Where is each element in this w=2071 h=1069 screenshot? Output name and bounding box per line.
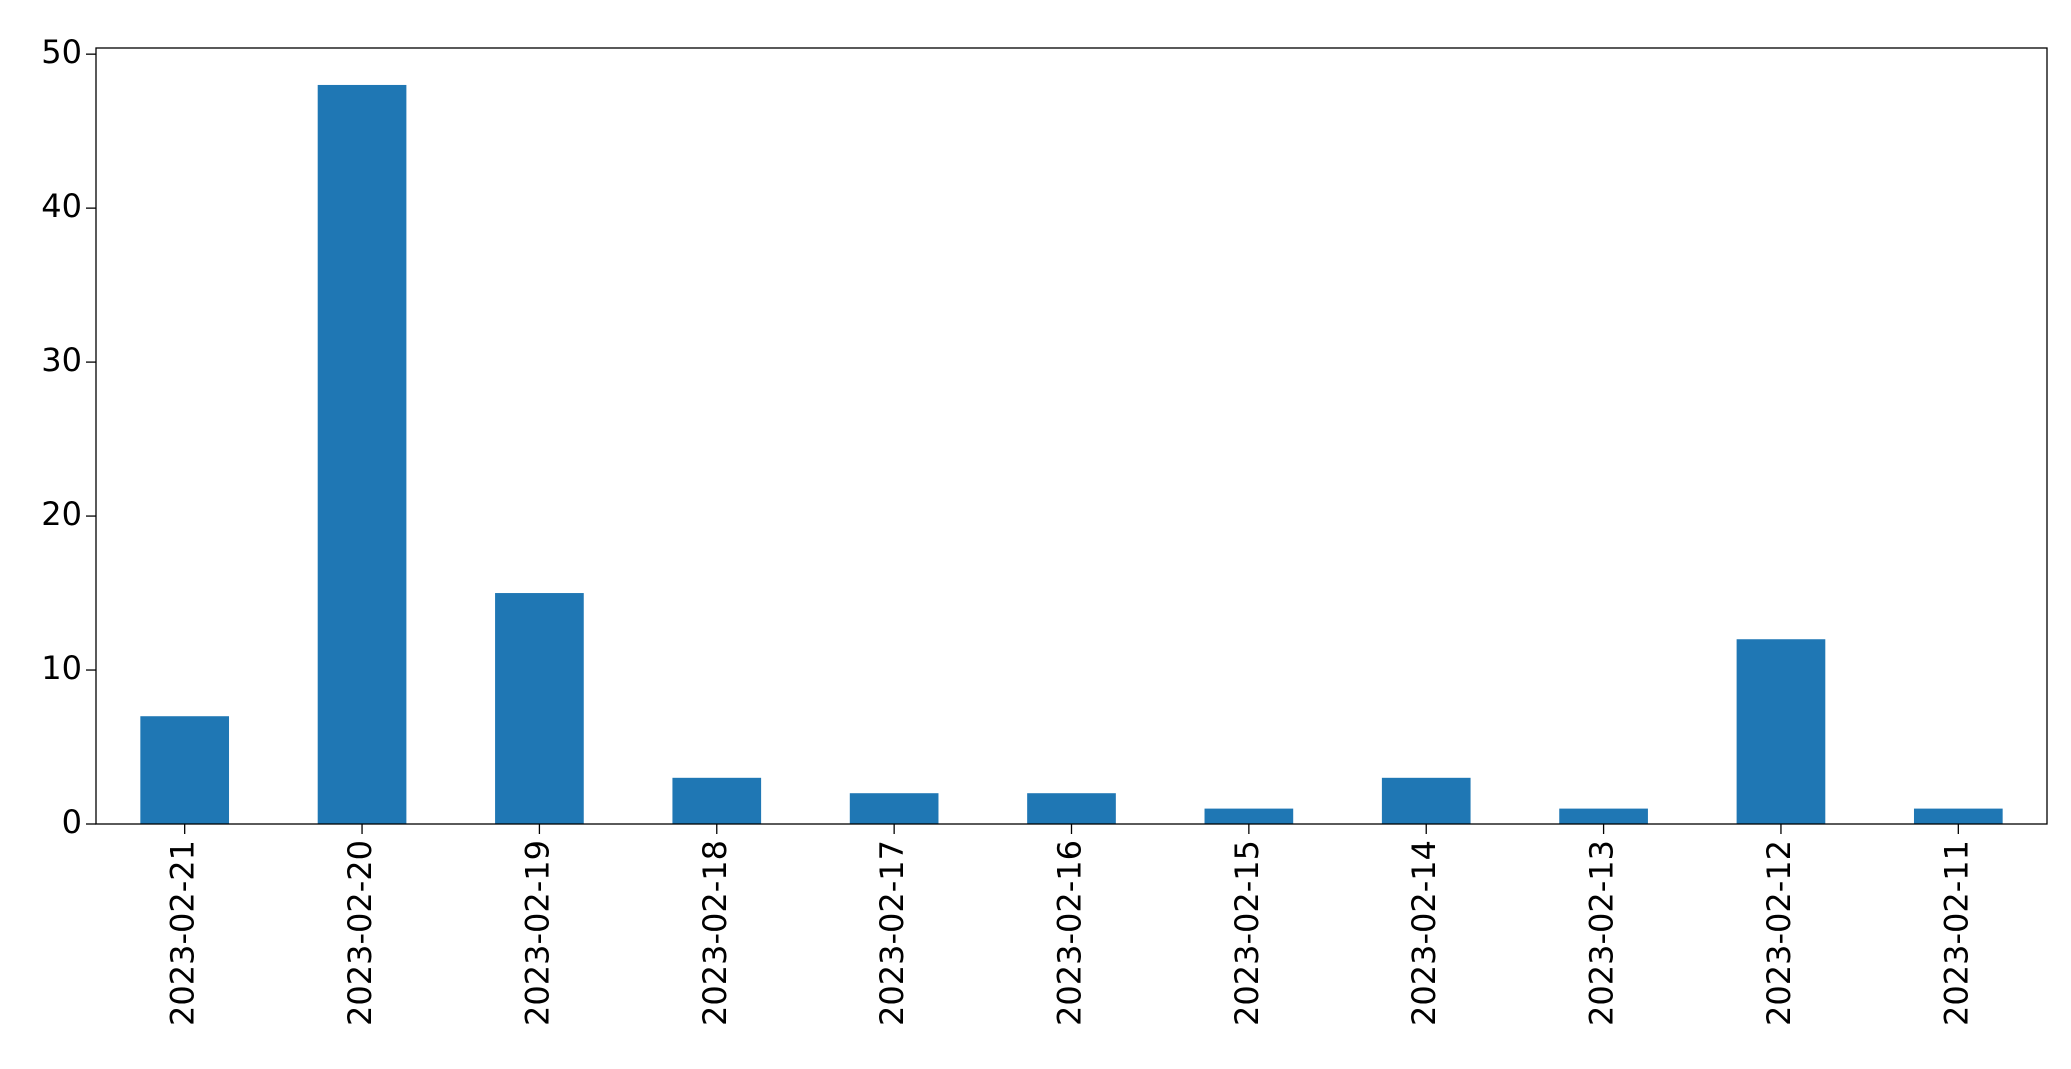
y-tick-label: 30: [41, 341, 82, 379]
bar: [1736, 639, 1826, 824]
y-tick-label: 20: [41, 495, 82, 533]
bar: [1204, 808, 1294, 824]
x-tick-label: 2023-02-14: [1405, 840, 1443, 1026]
y-tick-label: 10: [41, 649, 82, 687]
y-tick-label: 50: [41, 33, 82, 71]
x-tick-label: 2023-02-13: [1583, 840, 1621, 1026]
bar: [672, 777, 762, 824]
y-tick-label: 40: [41, 187, 82, 225]
x-tick-label: 2023-02-15: [1228, 840, 1266, 1026]
x-tick-label: 2023-02-18: [696, 840, 734, 1026]
bar: [1559, 808, 1648, 824]
x-tick-label: 2023-02-11: [1937, 840, 1975, 1026]
y-tick-label: 0: [62, 803, 82, 841]
plot-frame: [95, 47, 2048, 825]
bar: [317, 84, 407, 824]
x-tick-label: 2023-02-21: [164, 840, 202, 1026]
bar: [1913, 808, 2003, 824]
bar: [849, 793, 939, 824]
bar: [495, 593, 584, 824]
x-tick-label: 2023-02-12: [1760, 840, 1798, 1026]
x-tick-label: 2023-02-20: [341, 840, 379, 1026]
x-tick-label: 2023-02-16: [1051, 840, 1089, 1026]
x-tick-label: 2023-02-19: [518, 840, 556, 1026]
bar: [140, 716, 230, 824]
x-tick-label: 2023-02-17: [873, 840, 911, 1026]
bar: [1381, 777, 1471, 824]
bar: [1027, 793, 1116, 824]
